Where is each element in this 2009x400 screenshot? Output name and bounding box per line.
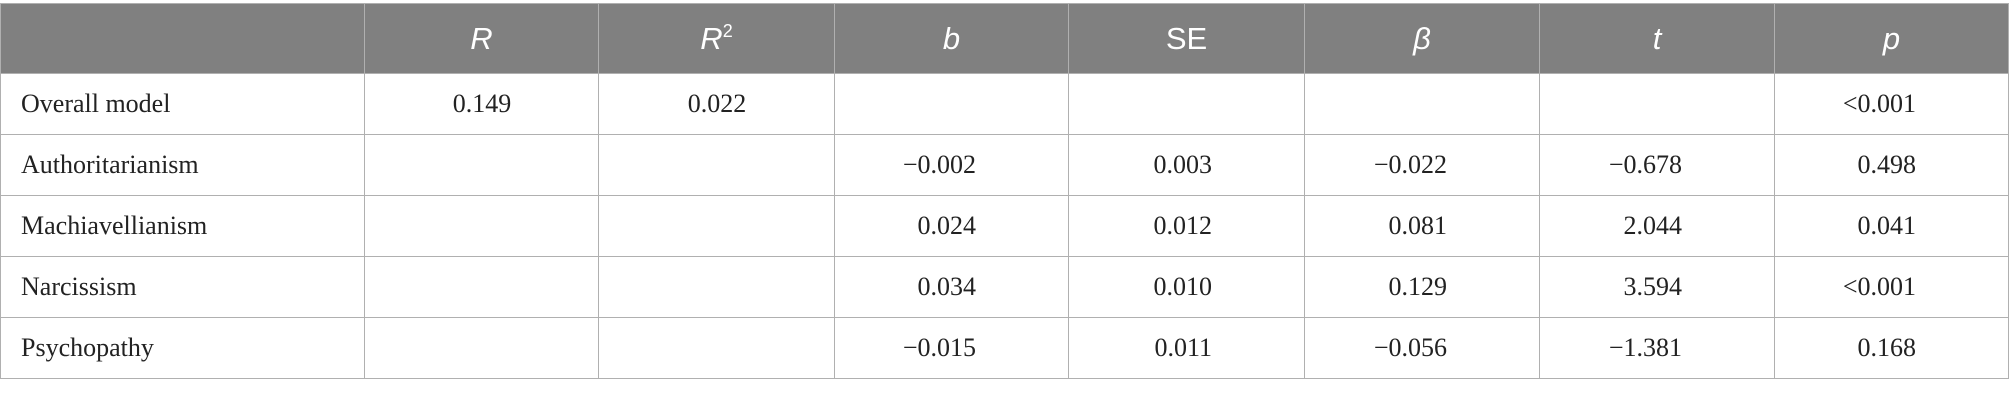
table-cell: [364, 256, 599, 318]
table-cell: 0.010: [1068, 256, 1305, 318]
table-cell: 0.149: [364, 73, 599, 135]
row-label: Psychopathy: [0, 317, 365, 379]
table-cell: 0.024: [834, 195, 1069, 257]
header-cell: [0, 3, 365, 74]
header-sup: 2: [722, 20, 733, 41]
table-cell: 0.003: [1068, 134, 1305, 196]
table-cell: [364, 134, 599, 196]
regression-table: R R2 b SE β t p Overall model 0.149 0.022 <…: [0, 3, 2009, 379]
table-cell: <0.001: [1774, 256, 2009, 318]
table-row: Narcissism 0.034 0.010 0.129 3.594 <0.001: [0, 256, 2009, 318]
table-body: Overall model 0.149 0.022 <0.001 Authoritari…: [0, 73, 2009, 379]
table-cell: 3.594: [1539, 256, 1775, 318]
header-row: R R2 b SE β t p: [0, 3, 2009, 74]
row-label: Machiavellianism: [0, 195, 365, 257]
table-cell: 0.034: [834, 256, 1069, 318]
table-cell: [598, 134, 835, 196]
row-label: Authoritarianism: [0, 134, 365, 196]
table-cell: −1.381: [1539, 317, 1775, 379]
header-cell: p: [1774, 3, 2009, 74]
table-cell: [1304, 73, 1540, 135]
table-cell: [598, 195, 835, 257]
header-cell: R2: [598, 3, 835, 74]
table-cell: [364, 317, 599, 379]
table-row: Machiavellianism 0.024 0.012 0.081 2.044 0.04…: [0, 195, 2009, 257]
table-cell: 0.011: [1068, 317, 1305, 379]
table-cell: [364, 195, 599, 257]
row-label: Overall model: [0, 73, 365, 135]
header-cell: t: [1539, 3, 1775, 74]
table-row: Authoritarianism −0.002 0.003 −0.022 −0.678 0…: [0, 134, 2009, 196]
table-cell: 0.498: [1774, 134, 2009, 196]
table-row: Overall model 0.149 0.022 <0.001: [0, 73, 2009, 135]
row-label: Narcissism: [0, 256, 365, 318]
table-cell: 0.012: [1068, 195, 1305, 257]
table-cell: 0.022: [598, 73, 835, 135]
header-cell: b: [834, 3, 1069, 74]
header-cell: SE: [1068, 3, 1305, 74]
table-cell: 0.081: [1304, 195, 1540, 257]
table-cell: [598, 256, 835, 318]
table-cell: 2.044: [1539, 195, 1775, 257]
header-text: R: [700, 20, 723, 56]
table-cell: −0.056: [1304, 317, 1540, 379]
table-cell: −0.015: [834, 317, 1069, 379]
table-cell: −0.678: [1539, 134, 1775, 196]
table-header: R R2 b SE β t p: [0, 3, 2009, 74]
table-cell: [1539, 73, 1775, 135]
table-cell: −0.022: [1304, 134, 1540, 196]
table-cell: [834, 73, 1069, 135]
header-cell: β: [1304, 3, 1540, 74]
header-cell: R: [364, 3, 599, 74]
table-cell: <0.001: [1774, 73, 2009, 135]
table-cell: −0.002: [834, 134, 1069, 196]
table-cell: [1068, 73, 1305, 135]
table-cell: [598, 317, 835, 379]
table-cell: 0.129: [1304, 256, 1540, 318]
table-cell: 0.041: [1774, 195, 2009, 257]
page: R R2 b SE β t p Overall model 0.149 0.022 <…: [0, 3, 2009, 400]
table-row: Psychopathy −0.015 0.011 −0.056 −1.381 0.168: [0, 317, 2009, 379]
table-cell: 0.168: [1774, 317, 2009, 379]
